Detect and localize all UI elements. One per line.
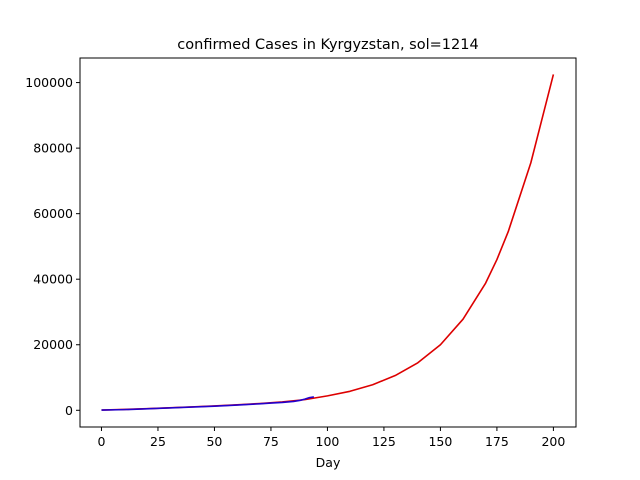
x-axis: 0 25 50 75 100 125 150 175 200 bbox=[97, 427, 565, 449]
series-layer bbox=[101, 74, 555, 411]
y-tick-label: 100000 bbox=[25, 75, 73, 90]
x-tick-label: 150 bbox=[428, 434, 452, 449]
x-axis-label: Day bbox=[316, 455, 341, 470]
y-tick-label: 60000 bbox=[33, 206, 73, 221]
x-tick-label: 0 bbox=[97, 434, 105, 449]
plot-frame bbox=[79, 57, 577, 428]
y-axis: 0 20000 40000 60000 80000 100000 bbox=[25, 75, 80, 418]
y-tick-label: 20000 bbox=[33, 337, 73, 352]
series-line-1 bbox=[101, 74, 555, 411]
chart-title: confirmed Cases in Kyrgyzstan, sol=1214 bbox=[177, 37, 478, 53]
x-tick-label: 75 bbox=[263, 434, 279, 449]
y-tick-label: 40000 bbox=[33, 272, 73, 287]
x-tick-label: 125 bbox=[372, 434, 396, 449]
y-tick-label: 0 bbox=[65, 403, 73, 418]
x-tick-label: 50 bbox=[206, 434, 222, 449]
y-tick-label: 80000 bbox=[33, 141, 73, 156]
x-tick-label: 100 bbox=[316, 434, 340, 449]
x-tick-label: 200 bbox=[541, 434, 565, 449]
x-tick-label: 25 bbox=[150, 434, 166, 449]
x-tick-label: 175 bbox=[485, 434, 509, 449]
series-line-2 bbox=[101, 396, 315, 411]
